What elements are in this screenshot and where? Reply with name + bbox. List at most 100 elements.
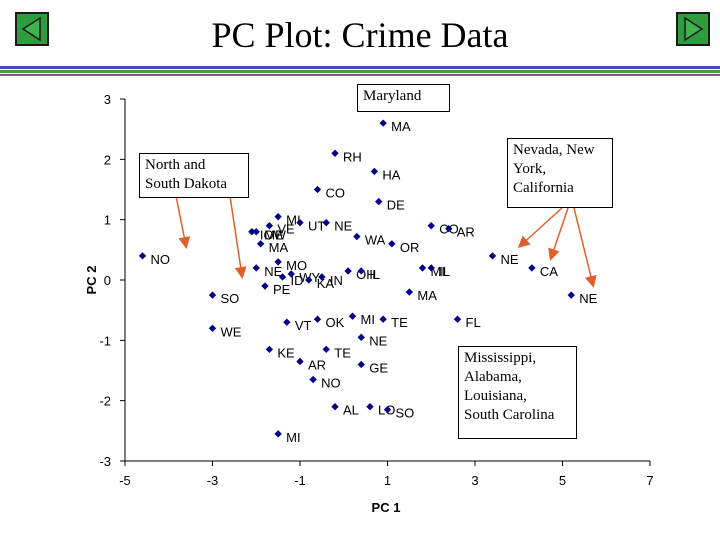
data-point: FL (453, 315, 481, 330)
forward-arrow-icon[interactable] (676, 12, 710, 46)
point-marker (388, 240, 396, 248)
point-label: NE (334, 219, 352, 234)
callout-nevada: Nevada, New York, California (507, 138, 613, 208)
point-marker (274, 430, 282, 438)
point-marker (252, 264, 260, 272)
point-label: CA (540, 264, 558, 279)
point-marker (366, 403, 374, 411)
point-marker (296, 357, 304, 366)
point-marker (488, 252, 497, 260)
data-point: OK (313, 315, 345, 330)
point-label: UT (308, 219, 325, 234)
point-label: NE (369, 333, 387, 348)
point-marker (348, 312, 357, 320)
data-point: IL (427, 264, 450, 279)
data-point: NE (252, 264, 283, 279)
y-tick-label: 1 (104, 213, 111, 228)
point-marker (445, 225, 453, 233)
point-marker (296, 219, 304, 227)
callout-arrows (175, 195, 597, 288)
x-tick-label: 3 (471, 473, 478, 488)
data-point: CO (427, 222, 459, 237)
x-tick-label: 1 (384, 473, 391, 488)
point-label: KE (277, 345, 295, 360)
data-point: TE (322, 345, 351, 360)
point-label: FL (466, 315, 481, 330)
x-tick-label: 7 (646, 473, 653, 488)
x-tick-label: -3 (207, 473, 219, 488)
data-point: ID (278, 273, 304, 288)
data-point: PE (261, 282, 291, 297)
title-rule-blue (0, 66, 720, 69)
arrow-dakota-no (175, 195, 191, 249)
point-marker (322, 219, 330, 227)
data-point: NO (309, 376, 341, 391)
point-label: NE (579, 291, 597, 306)
point-marker (405, 288, 414, 296)
point-label: IL (439, 264, 450, 279)
point-label: AL (343, 403, 359, 418)
point-marker (427, 222, 435, 230)
point-label: NE (501, 252, 519, 267)
point-label: IL (369, 267, 380, 282)
data-point: NE (488, 252, 519, 267)
callout-dakota: North and South Dakota (139, 153, 249, 198)
point-marker (427, 264, 435, 272)
data-point: WE (208, 324, 242, 339)
y-tick-label: 3 (104, 92, 111, 107)
point-label: HA (382, 167, 400, 182)
point-marker (208, 324, 217, 332)
point-marker (383, 406, 392, 414)
point-marker (357, 360, 365, 369)
point-label: VE (277, 222, 295, 237)
data-point: MA (256, 240, 288, 255)
point-marker (357, 333, 365, 341)
point-label: MI (286, 213, 300, 228)
point-marker (248, 228, 256, 236)
data-point: CO (313, 185, 345, 201)
point-label: RH (343, 149, 362, 164)
data-point: RH (331, 149, 362, 164)
y-tick-label: -3 (99, 454, 111, 469)
back-arrow-icon[interactable] (15, 12, 49, 46)
point-label: KA (317, 276, 335, 291)
point-marker (418, 264, 427, 272)
point-marker (208, 291, 217, 299)
point-marker (379, 119, 387, 127)
point-marker (278, 273, 287, 281)
data-point: MI (348, 312, 375, 327)
point-label: ME (264, 228, 284, 243)
point-marker (138, 252, 147, 260)
point-marker (567, 291, 575, 299)
point-label: NO (151, 252, 171, 267)
data-point: IN (318, 273, 343, 288)
data-point: TE (379, 315, 408, 330)
point-marker (287, 270, 295, 278)
point-marker (313, 185, 322, 194)
point-marker (322, 345, 330, 354)
data-point: KE (265, 345, 295, 360)
point-label: MI (361, 312, 375, 327)
data-point: NO (138, 252, 171, 267)
point-marker (357, 267, 365, 275)
data-point: MI (274, 213, 301, 228)
data-point: GE (357, 360, 388, 375)
point-label: MI (286, 430, 300, 445)
data-point: ME (252, 228, 284, 243)
point-label: WA (365, 233, 386, 248)
y-axis-label: PC 2 (84, 266, 99, 295)
point-marker (261, 282, 269, 290)
point-marker (375, 197, 383, 206)
title-rule-green (0, 70, 720, 73)
point-label: IOW (260, 228, 287, 243)
point-label: OK (326, 315, 345, 330)
data-point: AR (296, 357, 326, 372)
data-point: MA (405, 288, 437, 303)
point-label: AR (457, 225, 475, 240)
point-marker (370, 167, 379, 176)
data-point: IOW (248, 228, 287, 243)
point-label: NO (321, 376, 341, 391)
y-tick-label: 2 (104, 152, 111, 167)
data-point: MI (274, 430, 301, 445)
